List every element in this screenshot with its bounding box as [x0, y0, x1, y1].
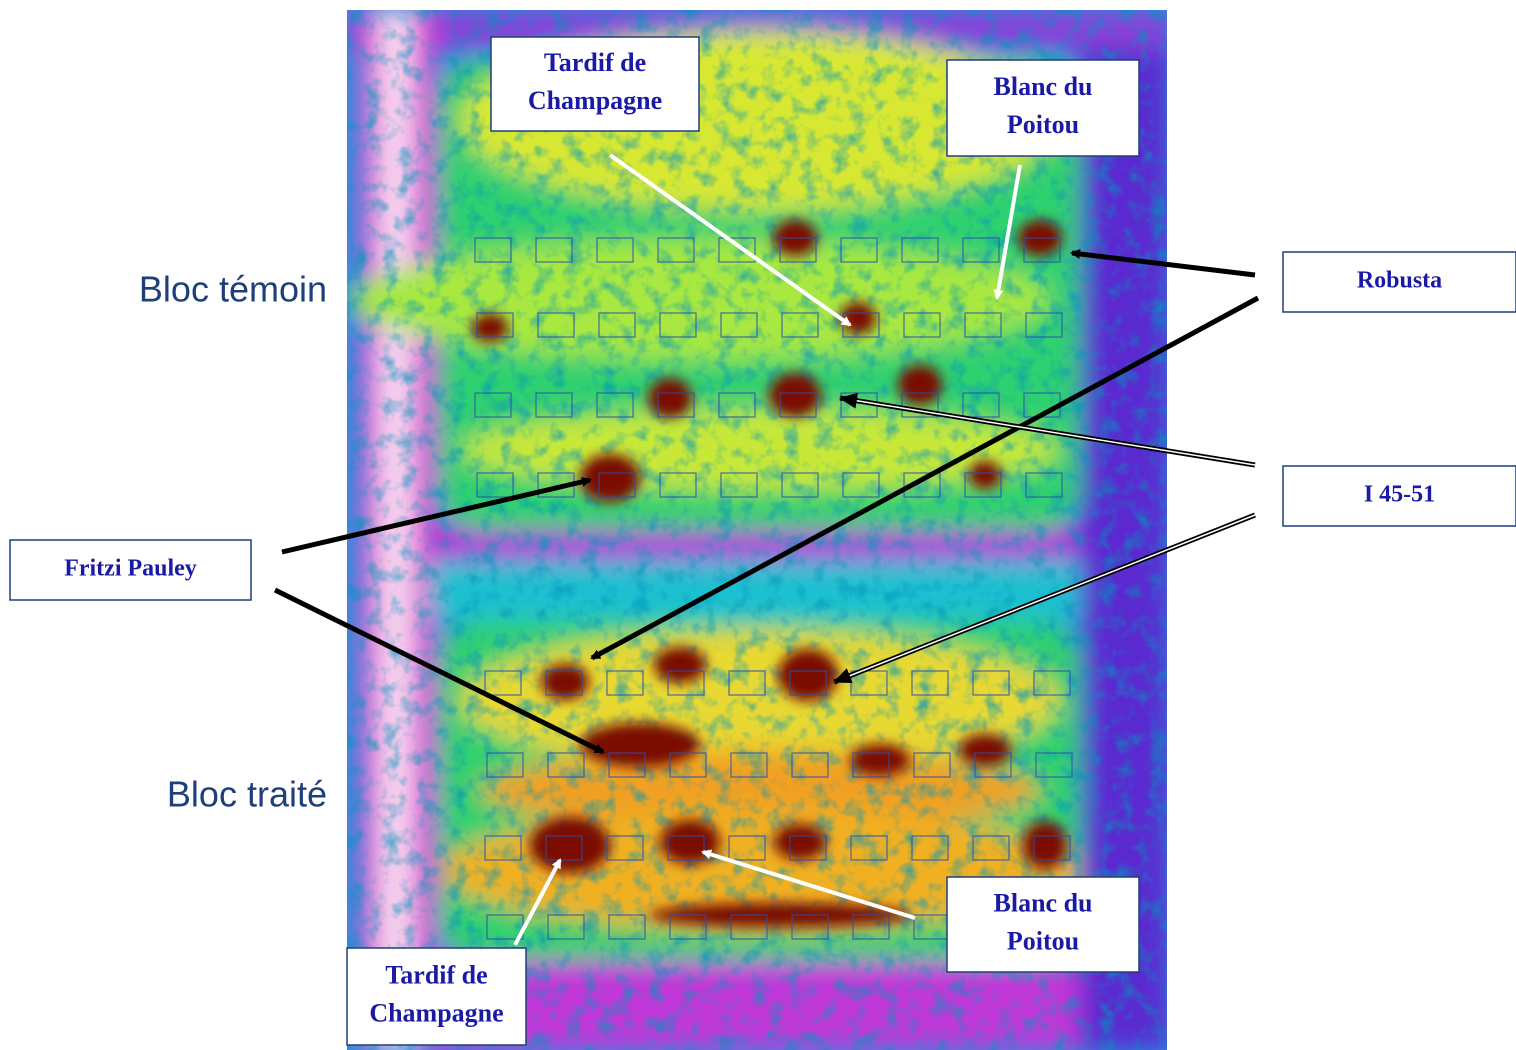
callout-label: I 45-51 — [1364, 482, 1435, 508]
callout-label: Champagne — [528, 86, 662, 115]
callout-label: Blanc du — [994, 888, 1093, 917]
callout-label: Poitou — [1007, 110, 1079, 139]
block-label: Bloc témoin — [139, 269, 327, 310]
callout-label: Blanc du — [994, 72, 1093, 101]
callout-label: Fritzi Pauley — [64, 556, 197, 582]
figure: Bloc témoin Bloc traité Tardif de Champag… — [0, 0, 1516, 1050]
callout-label: Champagne — [369, 998, 503, 1027]
callout-label: Robusta — [1357, 268, 1442, 294]
callout-label: Tardif de — [385, 960, 487, 989]
callout-label: Tardif de — [544, 48, 646, 77]
callout-label: Poitou — [1007, 926, 1079, 955]
block-label: Bloc traité — [167, 774, 327, 815]
page: Bloc témoin Bloc traité Tardif de Champag… — [0, 0, 1516, 1050]
